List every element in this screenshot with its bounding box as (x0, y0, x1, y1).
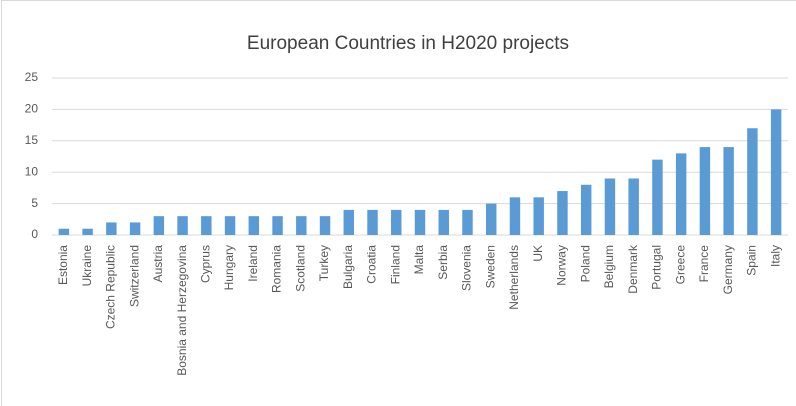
x-tick-label: Malta (412, 245, 426, 275)
bar (153, 216, 165, 235)
x-tick-label: Cyprus (198, 245, 212, 283)
bar (319, 216, 331, 235)
x-tick-label: Finland (388, 245, 402, 284)
bar (628, 178, 639, 235)
x-tick-label: Hungary (222, 245, 236, 290)
x-tick-label: Czech Republic (104, 245, 118, 329)
x-tick-label: Turkey (317, 245, 331, 281)
bar (486, 203, 497, 235)
bar (557, 191, 568, 235)
bar (580, 184, 592, 235)
y-tick-label: 20 (25, 102, 39, 116)
bar (770, 109, 782, 235)
bar (248, 216, 260, 235)
chart-title: European Countries in H2020 projects (247, 33, 569, 54)
x-tick-label: Sweden (483, 245, 497, 288)
x-tick-label: Belgium (602, 245, 616, 288)
bar (604, 178, 616, 235)
x-tick-label: Italy (768, 245, 782, 267)
bar (509, 197, 521, 235)
bar (723, 147, 734, 235)
x-tick-label: Romania (270, 245, 284, 293)
y-tick-label: 10 (25, 164, 39, 178)
bar (129, 222, 141, 235)
bar (58, 228, 70, 235)
x-tick-label: Slovenia (460, 245, 474, 291)
bar (438, 209, 449, 235)
x-tick-label: Spain (745, 245, 759, 276)
bar (343, 209, 354, 235)
x-tick-label: Serbia (436, 245, 450, 280)
bar (296, 216, 307, 235)
bar (201, 216, 212, 235)
y-tick-label: 5 (31, 196, 38, 210)
bar (652, 159, 663, 235)
x-tick-label: Bulgaria (341, 245, 355, 289)
bar (391, 209, 402, 235)
x-tick-label: Norway (555, 245, 569, 286)
x-tick-label: Austria (151, 245, 165, 283)
y-tick-label: 0 (31, 227, 38, 241)
x-tick-label: Ireland (246, 245, 260, 282)
bar (82, 228, 93, 235)
bar (675, 153, 687, 235)
x-tick-label: France (697, 245, 711, 283)
y-tick-label: 15 (25, 133, 39, 147)
x-tick-label: Croatia (365, 245, 379, 284)
x-tick-label: Poland (578, 245, 592, 282)
bar (462, 209, 473, 235)
x-tick-label: Portugal (650, 245, 664, 290)
x-tick-label: Greece (673, 245, 687, 285)
x-tick-label: Germany (721, 245, 735, 294)
x-tick-label: UK (531, 245, 545, 262)
x-tick-label: Estonia (56, 245, 70, 285)
x-tick-label: Switzerland (127, 245, 141, 307)
x-tick-label: Bosnia and Herzegovina (175, 245, 189, 376)
y-tick-label: 25 (25, 70, 39, 84)
bar (747, 128, 758, 235)
x-tick-label: Ukraine (80, 245, 94, 287)
bar (367, 209, 378, 235)
bar (177, 216, 188, 235)
bar (224, 216, 236, 235)
x-tick-label: Scotland (293, 245, 307, 292)
bar (106, 222, 117, 235)
x-tick-label: Netherlands (507, 245, 521, 310)
bar (272, 216, 283, 235)
bar (414, 209, 426, 235)
bar (533, 197, 544, 235)
bar (699, 147, 711, 235)
x-tick-label: Denmark (626, 244, 640, 294)
